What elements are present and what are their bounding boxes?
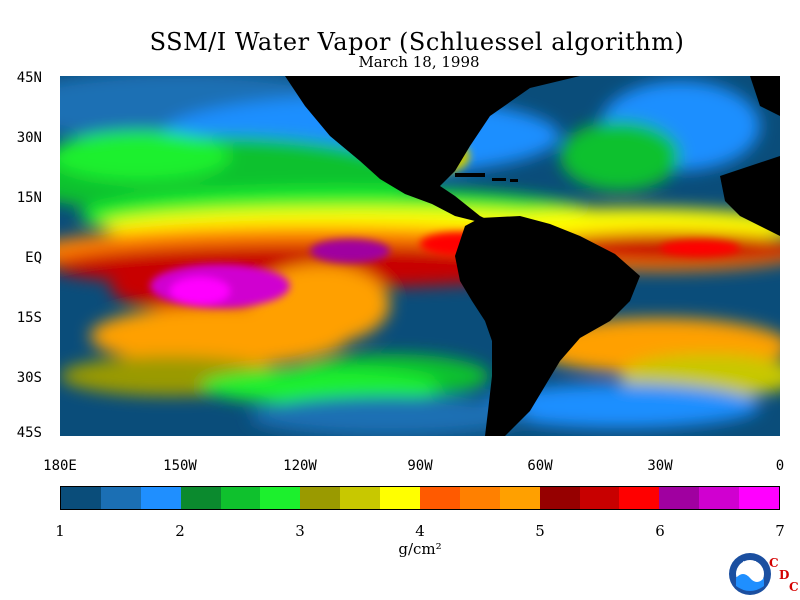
logo-letter-d: D [779, 568, 790, 582]
vapor-field [60, 76, 780, 436]
lon-label-150w: 150W [163, 458, 197, 474]
lon-label-180e: 180E [43, 458, 77, 474]
colorbar-tick-7: 7 [775, 522, 785, 540]
colorbar-swatch [140, 487, 181, 509]
lat-label-30s: 30S [16, 370, 42, 386]
lon-label-120w: 120W [283, 458, 317, 474]
colorbar-tick-1: 1 [55, 522, 65, 540]
lat-label-15s: 15S [16, 310, 42, 326]
colorbar-swatch [380, 487, 421, 509]
colorbar-swatch [260, 487, 301, 509]
lon-label-90w: 90W [407, 458, 433, 474]
colorbar-swatch [739, 487, 780, 509]
colorbar-swatch [659, 487, 700, 509]
lon-label-30w: 30W [647, 458, 673, 474]
colorbar-swatch [180, 487, 221, 509]
landmasses [285, 76, 780, 436]
colorbar-tick-2: 2 [175, 522, 185, 540]
colorbar-swatch [420, 487, 460, 509]
logo-letter-c2: C [789, 580, 799, 594]
colorbar-tick-5: 5 [535, 522, 545, 540]
colorbar-swatch [300, 487, 341, 509]
colorbar-swatch [220, 487, 261, 509]
lat-label-15n: 15N [16, 190, 42, 206]
colorbar-tick-4: 4 [415, 522, 425, 540]
colorbar-swatch [459, 487, 500, 509]
colorbar-tick-6: 6 [655, 522, 665, 540]
lat-label-45s: 45S [16, 425, 42, 441]
colorbar-swatch [61, 487, 101, 509]
lat-label-eq: EQ [25, 250, 42, 266]
colorbar-swatch [699, 487, 740, 509]
logo-letter-c1: C [769, 556, 779, 570]
svg-text:NOAA: NOAA [743, 561, 758, 567]
colorbar [60, 486, 780, 510]
lat-label-30n: 30N [16, 130, 42, 146]
map-title: SSM/I Water Vapor (Schluessel algorithm) [149, 28, 685, 56]
lon-label-0: 0 [775, 458, 785, 474]
colorbar-tick-3: 3 [295, 522, 305, 540]
water-vapor-map [60, 76, 780, 436]
colorbar-swatch [100, 487, 141, 509]
noaa-logo-icon: NOAA [729, 553, 771, 595]
map-svg [60, 76, 780, 436]
lon-label-60w: 60W [527, 458, 553, 474]
colorbar-swatch [619, 487, 660, 509]
colorbar-swatch [340, 487, 381, 509]
colorbar-unit-label: g/cm² [398, 540, 442, 558]
colorbar-swatch [579, 487, 620, 509]
colorbar-swatch [539, 487, 580, 509]
lat-label-45n: 45N [16, 70, 42, 86]
colorbar-swatch [499, 487, 540, 509]
map-date: March 18, 1998 [358, 53, 480, 71]
